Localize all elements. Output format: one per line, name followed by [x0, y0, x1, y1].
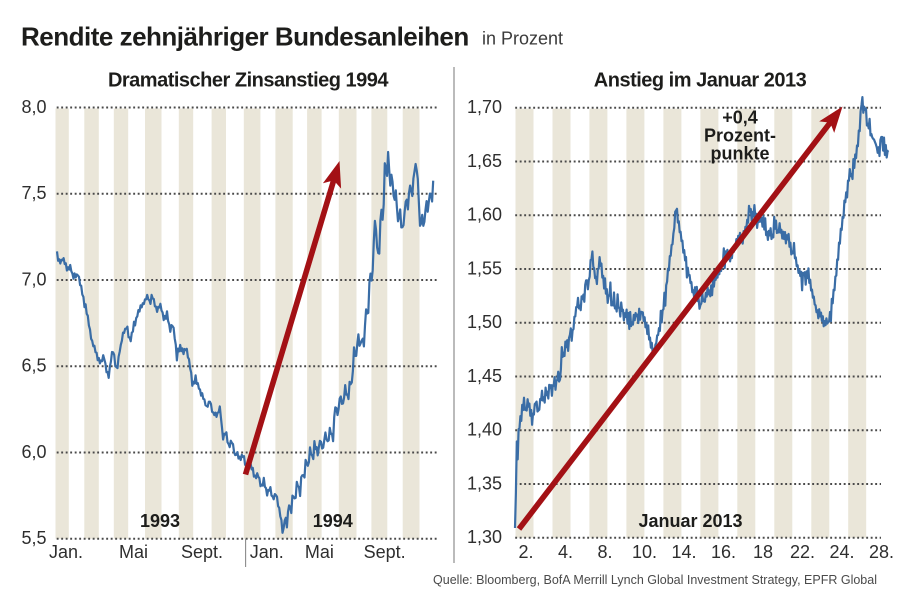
svg-text:punkte: punkte — [710, 144, 769, 164]
svg-text:14.: 14. — [671, 542, 696, 562]
svg-text:1,35: 1,35 — [467, 473, 502, 493]
svg-text:Jan.: Jan. — [250, 542, 284, 562]
svg-text:Sept.: Sept. — [364, 542, 406, 562]
svg-text:Quelle: Bloomberg, BofA Merril: Quelle: Bloomberg, BofA Merrill Lynch Gl… — [433, 573, 877, 587]
svg-text:4.: 4. — [558, 542, 573, 562]
svg-text:10.: 10. — [632, 542, 657, 562]
svg-text:1,40: 1,40 — [467, 420, 502, 440]
svg-text:1,55: 1,55 — [467, 258, 502, 278]
svg-text:22.: 22. — [790, 542, 815, 562]
svg-text:5,5: 5,5 — [21, 528, 46, 548]
svg-text:24.: 24. — [829, 542, 854, 562]
svg-text:18: 18 — [753, 542, 773, 562]
svg-text:Prozent-: Prozent- — [704, 126, 776, 146]
svg-text:1,60: 1,60 — [467, 205, 502, 225]
svg-text:Mai: Mai — [305, 542, 334, 562]
svg-text:1994: 1994 — [313, 511, 353, 531]
svg-text:Sept.: Sept. — [181, 542, 223, 562]
svg-text:1,30: 1,30 — [467, 527, 502, 547]
svg-text:6,0: 6,0 — [21, 442, 46, 462]
svg-text:Januar 2013: Januar 2013 — [638, 511, 742, 531]
svg-text:in Prozent: in Prozent — [482, 29, 563, 49]
svg-text:1,50: 1,50 — [467, 312, 502, 332]
svg-text:1,45: 1,45 — [467, 366, 502, 386]
svg-text:2.: 2. — [518, 542, 533, 562]
svg-text:Rendite zehnjähriger Bundesanl: Rendite zehnjähriger Bundesanleihen — [21, 22, 469, 52]
svg-text:1,65: 1,65 — [467, 151, 502, 171]
svg-text:Mai: Mai — [119, 542, 148, 562]
svg-text:Dramatischer Zinsanstieg 1994: Dramatischer Zinsanstieg 1994 — [108, 70, 389, 92]
svg-text:16.: 16. — [711, 542, 736, 562]
svg-text:+0,4: +0,4 — [722, 108, 758, 128]
svg-text:28.: 28. — [869, 542, 894, 562]
svg-text:7,5: 7,5 — [21, 183, 46, 203]
svg-text:Anstieg im Januar 2013: Anstieg im Januar 2013 — [594, 70, 807, 92]
svg-text:7,0: 7,0 — [21, 269, 46, 289]
svg-text:8.: 8. — [597, 542, 612, 562]
svg-text:1,70: 1,70 — [467, 97, 502, 117]
svg-text:6,5: 6,5 — [21, 356, 46, 376]
svg-text:1993: 1993 — [140, 511, 180, 531]
svg-text:8,0: 8,0 — [21, 97, 46, 117]
svg-text:Jan.: Jan. — [49, 542, 83, 562]
